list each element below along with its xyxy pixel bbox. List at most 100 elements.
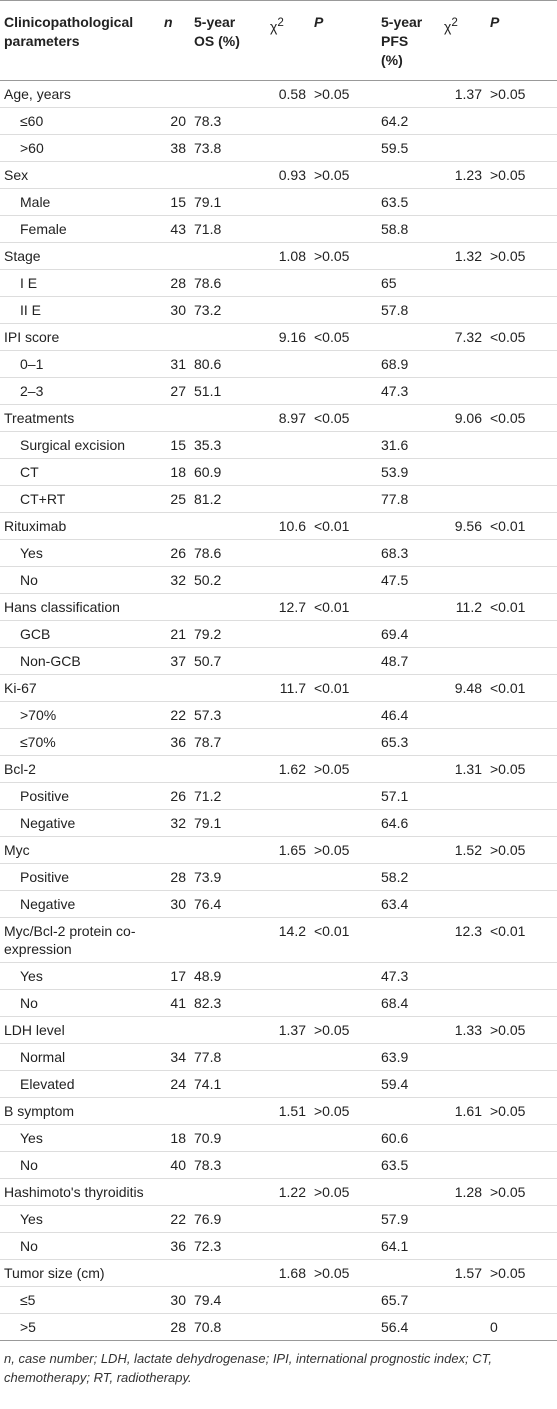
table-row: Treatments 8.97 <0.05 9.06 <0.05 [0, 404, 557, 432]
header-cell: χ2 [440, 0, 486, 81]
table-cell [486, 989, 557, 1017]
table-cell [486, 701, 557, 729]
table-row: LDH level 1.37 >0.05 1.33 >0.05 [0, 1016, 557, 1044]
table-cell [486, 269, 557, 297]
table-cell [266, 188, 310, 216]
table-cell [486, 809, 557, 837]
table-cell: No [0, 1151, 160, 1179]
table-cell: >0.05 [310, 836, 377, 864]
table-cell: 9.48 [440, 674, 486, 702]
table-cell: <0.05 [486, 323, 557, 351]
table-cell: Myc [0, 836, 160, 864]
table-cell [440, 1205, 486, 1233]
table-cell: <0.01 [486, 593, 557, 621]
table-cell: >0.05 [486, 80, 557, 108]
table-cell: >0.05 [310, 161, 377, 189]
table-cell: <0.05 [310, 323, 377, 351]
table-cell: 22 [160, 701, 190, 729]
table-cell: Positive [0, 863, 160, 891]
table-cell: >0.05 [486, 1259, 557, 1287]
table-cell [266, 782, 310, 810]
header-row: Clinicopathological parameters n 5-year OS… [0, 0, 557, 81]
table-row: Yes 26 78.6 68.3 [0, 539, 557, 567]
table-cell [440, 647, 486, 675]
table-cell: 63.9 [377, 1043, 440, 1071]
table-row: Yes 18 70.9 60.6 [0, 1124, 557, 1152]
table-cell [440, 134, 486, 162]
table-cell: 14.2 [266, 917, 310, 963]
header-superscript: 2 [451, 16, 458, 29]
table-cell [440, 809, 486, 837]
header-cell: χ2 [266, 0, 310, 81]
table-cell: Tumor size (cm) [0, 1259, 160, 1287]
header-cell: 5-year OS (%) [190, 0, 266, 81]
table-cell [377, 1259, 440, 1287]
footnote: n, case number; LDH, lactate dehydrogena… [4, 1351, 493, 1385]
table-cell: 50.7 [190, 647, 266, 675]
table-cell: 34 [160, 1043, 190, 1071]
table-cell [310, 566, 377, 594]
table-row: Positive 28 73.9 58.2 [0, 863, 557, 891]
table-cell [486, 782, 557, 810]
table-cell: 9.06 [440, 404, 486, 432]
table-cell [440, 566, 486, 594]
table-cell: >0.05 [310, 80, 377, 108]
table-cell: Male [0, 188, 160, 216]
table-cell: No [0, 1232, 160, 1260]
table-cell: Sex [0, 161, 160, 189]
table-cell: 1.51 [266, 1097, 310, 1125]
table-cell [486, 350, 557, 378]
table-cell: 65.3 [377, 728, 440, 756]
table-cell [310, 134, 377, 162]
table-cell: 9.16 [266, 323, 310, 351]
table-cell: >0.05 [486, 161, 557, 189]
table-cell [190, 917, 266, 963]
table-cell: 32 [160, 809, 190, 837]
table-cell [310, 701, 377, 729]
table-cell: 41 [160, 989, 190, 1017]
table-cell [266, 1043, 310, 1071]
table-cell: 20 [160, 107, 190, 135]
table-cell [310, 1205, 377, 1233]
table-cell [266, 1232, 310, 1260]
table-cell [310, 269, 377, 297]
table-cell [440, 458, 486, 486]
table-cell: >0.05 [486, 1016, 557, 1044]
table-cell: 64.6 [377, 809, 440, 837]
table-cell [440, 728, 486, 756]
table-cell: 24 [160, 1070, 190, 1098]
table-cell: 27 [160, 377, 190, 405]
table-cell [440, 1070, 486, 1098]
table-cell: 28 [160, 1313, 190, 1341]
header-cell: 5-year PFS (%) [377, 0, 440, 81]
table-cell: 38 [160, 134, 190, 162]
header-text: Clinicopathological parameters [4, 14, 134, 49]
table-cell: Age, years [0, 80, 160, 108]
table-row: Normal 34 77.8 63.9 [0, 1043, 557, 1071]
table-cell [440, 188, 486, 216]
table-cell [160, 1016, 190, 1044]
table-cell: 31 [160, 350, 190, 378]
table-cell: No [0, 566, 160, 594]
table-cell: 31.6 [377, 431, 440, 459]
table-cell [486, 485, 557, 513]
table-cell [310, 962, 377, 990]
table-cell: 65.7 [377, 1286, 440, 1314]
table-cell [486, 1043, 557, 1071]
table-cell [310, 728, 377, 756]
table-row: Female 43 71.8 58.8 [0, 215, 557, 243]
header-cell: Clinicopathological parameters [0, 0, 160, 81]
table-row: 2–3 27 51.1 47.3 [0, 377, 557, 405]
table-cell: 1.08 [266, 242, 310, 270]
table-cell: 18 [160, 1124, 190, 1152]
table-cell [266, 890, 310, 918]
table-cell [486, 458, 557, 486]
table-cell: >0.05 [310, 1178, 377, 1206]
table-cell [310, 1070, 377, 1098]
table-cell [440, 350, 486, 378]
table-cell [486, 188, 557, 216]
table-cell [486, 1070, 557, 1098]
table-cell [310, 1232, 377, 1260]
table-cell [440, 377, 486, 405]
